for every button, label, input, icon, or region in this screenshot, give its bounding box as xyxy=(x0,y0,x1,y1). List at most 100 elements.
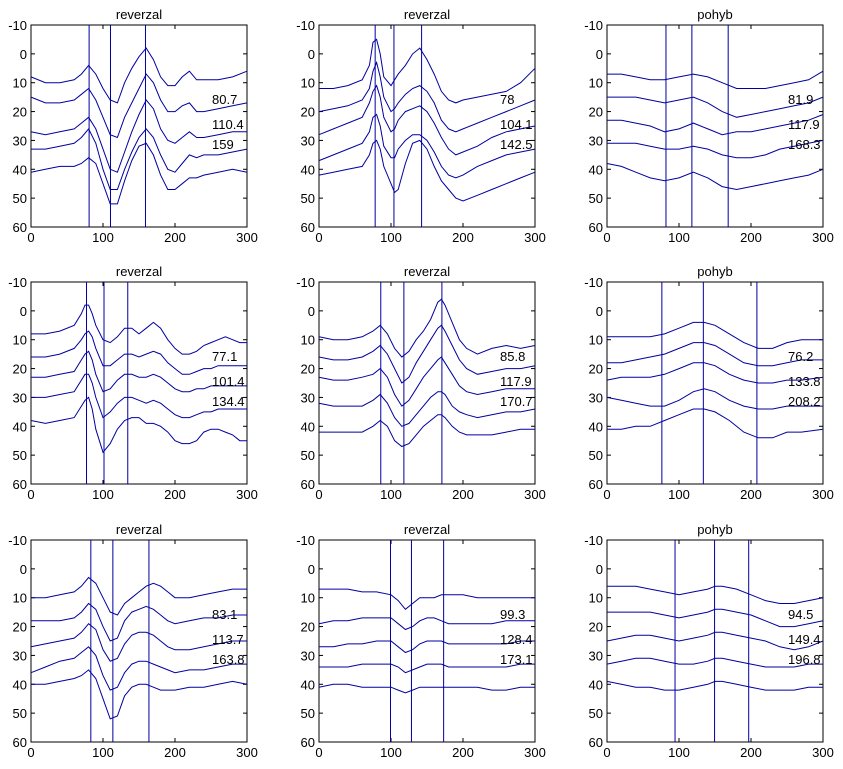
trace-line-2 xyxy=(318,60,536,133)
y-tick-label: 0 xyxy=(596,304,603,319)
y-tick-label: 30 xyxy=(301,648,315,663)
y-tick-label: -10 xyxy=(8,533,27,548)
y-tick-label: 30 xyxy=(301,133,315,148)
trace-line-4 xyxy=(31,373,247,419)
y-tick-label: -10 xyxy=(584,275,603,290)
chart-panel-7: reverzal 0 100 200 300 -10 0 10 20 30 40 50 60 83.1 11… xyxy=(8,522,258,760)
trace-line-4 xyxy=(31,127,248,190)
x-tick-label: 0 xyxy=(27,230,34,245)
y-tick-label: 30 xyxy=(589,133,603,148)
trace-line-1 xyxy=(319,38,536,104)
trace-line-1 xyxy=(607,321,823,349)
x-tick-label: 100 xyxy=(92,745,114,760)
y-tick-label: 50 xyxy=(589,706,603,721)
y-tick-label: 60 xyxy=(13,220,27,235)
trace-line-2 xyxy=(607,96,824,118)
y-tick-label: 0 xyxy=(308,47,315,62)
x-tick-label: 100 xyxy=(668,230,690,245)
trace-line-4 xyxy=(606,388,823,410)
latency-annotation: 80.7 xyxy=(212,92,237,107)
x-tick-label: 100 xyxy=(380,487,402,502)
latency-annotation: 117.9 xyxy=(500,374,532,389)
trace-line-5 xyxy=(318,139,536,202)
y-tick-label: 10 xyxy=(13,333,27,348)
y-tick-label: 60 xyxy=(301,220,315,235)
x-tick-label: 100 xyxy=(92,487,114,502)
chart-panel-6: pohyb 0 100 200 300 -10 0 10 20 30 40 50 60 76.2 133.8… xyxy=(584,264,834,502)
y-tick-label: -10 xyxy=(8,275,27,290)
trace-line-4 xyxy=(319,663,535,674)
y-tick-label: -10 xyxy=(296,18,315,33)
y-tick-label: 10 xyxy=(13,76,27,91)
y-tick-label: 60 xyxy=(301,735,315,750)
y-tick-label: 50 xyxy=(589,191,603,206)
trace-line-4 xyxy=(607,139,824,159)
x-tick-label: 300 xyxy=(524,230,546,245)
y-tick-label: 10 xyxy=(301,76,315,91)
y-tick-label: 10 xyxy=(301,591,315,606)
y-tick-label: 60 xyxy=(589,220,603,235)
trace-line-1 xyxy=(607,70,824,89)
latency-annotation: 170.7 xyxy=(500,394,533,409)
chart-panel-1: reverzal 0 100 200 300 -10 0 10 20 30 40 50 60 80.7 11… xyxy=(8,7,258,245)
x-tick-label: 100 xyxy=(380,745,402,760)
y-tick-label: 50 xyxy=(301,448,315,463)
y-tick-label: 20 xyxy=(301,105,315,120)
y-tick-label: 0 xyxy=(596,47,603,62)
y-tick-label: 20 xyxy=(13,105,27,120)
trace-line-2 xyxy=(318,617,535,631)
latency-annotation: 99.3 xyxy=(500,607,525,622)
y-tick-label: 60 xyxy=(13,735,27,750)
y-tick-label: 10 xyxy=(589,591,603,606)
y-tick-label: -10 xyxy=(296,533,315,548)
y-tick-label: 40 xyxy=(13,677,27,692)
y-tick-label: 0 xyxy=(20,47,27,62)
x-tick-label: 200 xyxy=(740,230,762,245)
x-tick-label: 200 xyxy=(740,745,762,760)
latency-annotation: 159 xyxy=(212,137,234,152)
x-tick-label: 300 xyxy=(812,487,834,502)
y-tick-label: -10 xyxy=(584,18,603,33)
y-tick-label: 60 xyxy=(589,477,603,492)
chart-title: reverzal xyxy=(116,522,162,537)
x-tick-label: 200 xyxy=(452,230,474,245)
trace-line-4 xyxy=(318,113,536,179)
x-tick-label: 300 xyxy=(236,230,258,245)
trace-line-1 xyxy=(31,576,247,616)
y-tick-label: 30 xyxy=(589,648,603,663)
y-tick-label: 0 xyxy=(20,562,27,577)
y-tick-label: 60 xyxy=(589,735,603,750)
latency-annotation: 128.4 xyxy=(500,632,533,647)
latency-annotation: 173.1 xyxy=(500,652,533,667)
x-tick-label: 300 xyxy=(236,745,258,760)
trace-line-2 xyxy=(31,330,247,375)
y-tick-label: 20 xyxy=(589,620,603,635)
chart-title: reverzal xyxy=(404,264,450,279)
y-tick-label: 10 xyxy=(301,333,315,348)
axes-frame xyxy=(606,281,824,485)
y-tick-label: 40 xyxy=(301,419,315,434)
latency-annotation: 110.4 xyxy=(212,117,244,132)
trace-line-2 xyxy=(607,342,823,367)
trace-line-4 xyxy=(318,391,536,427)
y-tick-label: 50 xyxy=(301,191,315,206)
latency-annotation: 142.5 xyxy=(500,137,533,152)
y-tick-label: 50 xyxy=(13,706,27,721)
trace-line-3 xyxy=(606,631,824,651)
latency-annotation: 168.3 xyxy=(788,137,821,152)
chart-title: reverzal xyxy=(116,264,162,279)
trace-line-5 xyxy=(606,680,823,691)
trace-line-2 xyxy=(318,324,536,384)
y-tick-label: 20 xyxy=(13,620,27,635)
latency-annotation: 113.7 xyxy=(212,632,244,647)
y-tick-label: 10 xyxy=(589,76,603,91)
x-tick-label: 0 xyxy=(603,487,610,502)
x-tick-label: 200 xyxy=(164,230,186,245)
latency-annotation: 78 xyxy=(500,92,514,107)
y-tick-label: 60 xyxy=(13,477,27,492)
y-tick-label: 40 xyxy=(589,677,603,692)
latency-annotation: 104.1 xyxy=(500,117,533,132)
y-tick-label: 0 xyxy=(20,304,27,319)
chart-title: reverzal xyxy=(116,7,162,22)
